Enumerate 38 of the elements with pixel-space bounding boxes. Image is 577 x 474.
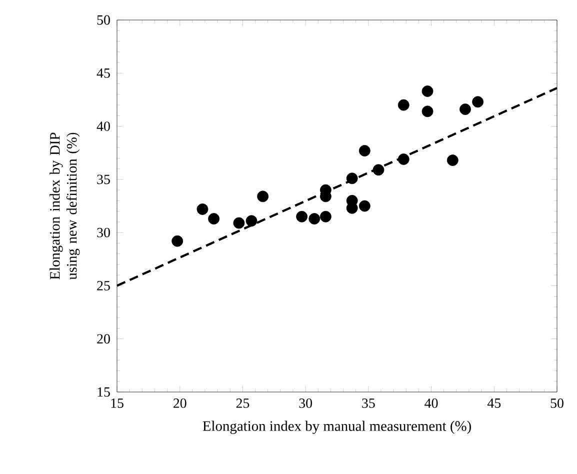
point — [308, 213, 320, 224]
point — [320, 210, 332, 222]
point — [460, 104, 471, 115]
y-tick-label: 40 — [96, 122, 110, 131]
point — [296, 210, 308, 222]
x-tick-label: 50 — [550, 398, 564, 408]
y-tick-label: 20 — [97, 334, 110, 344]
point — [472, 96, 484, 108]
point — [358, 200, 370, 212]
x-tick-label: 15 — [111, 398, 124, 408]
y-tick-label: 30 — [97, 228, 110, 238]
y-axis-title: Elongation index by DIP using new definition (%) — [50, 132, 80, 280]
y-tick-label: 25 — [97, 281, 110, 290]
point — [398, 154, 410, 165]
point — [358, 145, 370, 156]
point — [422, 86, 434, 97]
x-axis-title: Elongation index by manual measurement (%) — [202, 420, 471, 434]
point — [208, 213, 220, 224]
point — [233, 217, 245, 229]
y-tick-label: 35 — [97, 174, 110, 184]
x-tick-label: 40 — [424, 398, 438, 408]
y-tick-label: 45 — [96, 68, 110, 78]
point — [246, 215, 258, 227]
point — [446, 154, 458, 166]
y-tick-label: 50 — [97, 15, 110, 25]
point — [196, 203, 208, 215]
point — [346, 172, 358, 184]
point — [372, 164, 384, 176]
point — [422, 106, 434, 118]
x-tick-label: 25 — [236, 398, 250, 408]
x-tick-label: 35 — [362, 398, 375, 408]
x-tick-label: 45 — [487, 398, 501, 408]
point — [257, 190, 269, 202]
x-tick-label: 20 — [173, 398, 186, 408]
point — [172, 235, 184, 247]
x-tick-label: 30 — [299, 398, 312, 408]
point — [398, 99, 410, 111]
y-tick-label: 15 — [98, 387, 110, 397]
